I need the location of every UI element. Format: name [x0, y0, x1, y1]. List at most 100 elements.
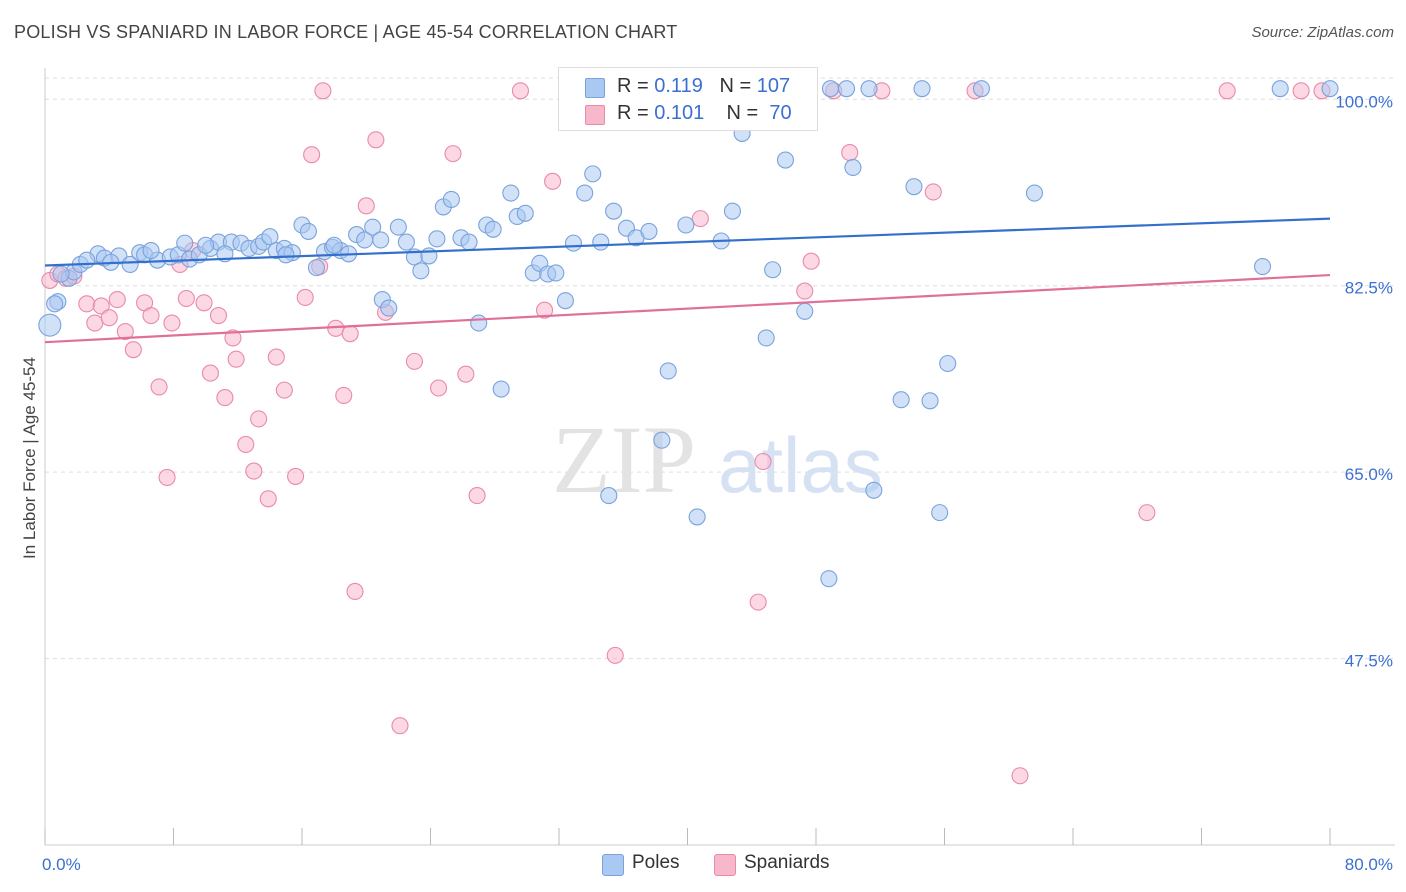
poles-point-52 [484, 220, 502, 238]
spaniards-point-50 [535, 301, 554, 319]
poles-point-66 [600, 487, 618, 505]
spaniards-point-40 [357, 197, 375, 215]
poles-point-101 [46, 295, 64, 313]
poles-point-87 [844, 158, 862, 177]
spaniards-point-35 [314, 82, 332, 100]
spaniards-point-14 [158, 468, 176, 487]
poles-point-65 [592, 233, 610, 251]
spaniards-point-51 [544, 172, 562, 190]
x-tick-label-0: 0.0% [42, 855, 81, 874]
spaniards-point-26 [245, 462, 263, 480]
poles-point-45 [428, 230, 446, 248]
spaniards-point-41 [367, 131, 385, 149]
poles-point-29 [299, 222, 317, 240]
poles-point-53 [492, 380, 510, 398]
poles-point-86 [837, 80, 856, 98]
poles-point-64 [584, 165, 602, 183]
spaniards-point-8 [108, 291, 126, 309]
poles-point-40 [389, 218, 407, 236]
poles-point-110 [372, 231, 390, 249]
spaniards-point-65 [1011, 767, 1029, 785]
spaniards-point-5 [86, 314, 104, 332]
poles-point-47 [442, 190, 460, 208]
poles-point-49 [460, 233, 478, 251]
spaniards-point-46 [444, 145, 462, 163]
y-axis-label: In Labor Force | Age 45-54 [20, 357, 39, 559]
tick-labels: 100.0% 82.5% 65.0% 47.5% 0.0% 80.0% [42, 92, 1393, 874]
poles-point-71 [653, 431, 671, 449]
spaniards-point-13 [150, 378, 168, 396]
spaniards-point-12 [142, 307, 160, 325]
poles-points [38, 80, 1339, 588]
spaniards-point-25 [237, 435, 255, 454]
poles-point-97 [1025, 184, 1043, 202]
spaniards-point-19 [195, 294, 213, 312]
spaniards-point-61 [841, 144, 859, 162]
poles-point-0 [38, 313, 62, 337]
spaniards-point-48 [468, 487, 486, 505]
poles-point-89 [865, 481, 883, 499]
spaniards-point-17 [177, 289, 195, 308]
stats-legend: R = 0.119 N = 107 R = 0.101 N = 70 [558, 67, 818, 131]
poles-point-61 [556, 292, 574, 310]
poles-point-67 [605, 202, 623, 220]
poles-point-41 [397, 233, 415, 251]
spaniards-point-67 [1218, 82, 1236, 100]
spaniards-point-68 [1292, 82, 1310, 100]
poles-point-106 [176, 234, 194, 252]
poles-point-96 [972, 80, 990, 98]
spaniards-point-45 [429, 379, 448, 397]
axes [44, 68, 1395, 846]
spaniards-point-30 [275, 381, 293, 399]
spaniards-point-27 [250, 410, 268, 428]
poles-n-value: 107 [756, 75, 791, 97]
trend-lines [44, 217, 1331, 344]
watermark-zip: ZIP [552, 406, 696, 513]
poles-trend-line [44, 217, 1331, 267]
spaniards-point-21 [209, 307, 228, 325]
poles-point-88 [860, 80, 878, 98]
spaniards-point-29 [267, 348, 285, 366]
spaniards-point-53 [606, 646, 624, 664]
spaniards-point-49 [511, 82, 530, 100]
spaniards-n-value: 70 [769, 102, 792, 124]
spaniards-point-20 [201, 364, 219, 382]
source-label: Source: ZipAtlas.com [1251, 24, 1394, 41]
poles-point-85 [821, 80, 840, 98]
poles-point-81 [764, 261, 782, 279]
poles-point-93 [921, 392, 939, 410]
poles-point-94 [931, 504, 949, 522]
poles-point-24 [261, 228, 279, 246]
poles-point-95 [939, 354, 957, 373]
spaniards-point-22 [216, 389, 234, 407]
spaniards-n-label: N = [726, 102, 759, 124]
gridlines [45, 77, 1395, 660]
poles-point-60 [547, 264, 565, 282]
spaniards-point-57 [749, 593, 767, 611]
poles-point-70 [640, 222, 658, 240]
y-tick-label-1: 82.5% [1345, 279, 1393, 298]
poles-point-54 [502, 184, 520, 202]
poles-point-8 [121, 255, 139, 273]
spaniards-r-label: R = [617, 102, 649, 124]
poles-point-82 [776, 151, 795, 169]
y-tick-label-0: 100.0% [1335, 92, 1393, 111]
poles-point-72 [659, 362, 677, 380]
watermark-atlas: atlas [718, 421, 883, 509]
y-tick-label-3: 47.5% [1345, 652, 1393, 671]
poles-point-108 [277, 246, 295, 264]
spaniards-point-59 [802, 252, 820, 270]
poles-point-39 [380, 299, 398, 317]
spaniards-point-31 [287, 467, 305, 485]
spaniards-point-38 [341, 325, 359, 343]
spaniards-point-15 [163, 314, 181, 332]
spaniards-point-44 [405, 352, 423, 370]
spaniards-point-6 [92, 297, 110, 315]
spaniards-point-63 [924, 183, 942, 201]
poles-point-30 [307, 259, 326, 277]
spaniards-point-43 [391, 717, 409, 735]
spaniards-point-28 [259, 490, 277, 508]
spaniards-point-33 [303, 146, 321, 164]
poles-point-78 [723, 202, 742, 220]
spaniards-trend-line [44, 273, 1331, 344]
